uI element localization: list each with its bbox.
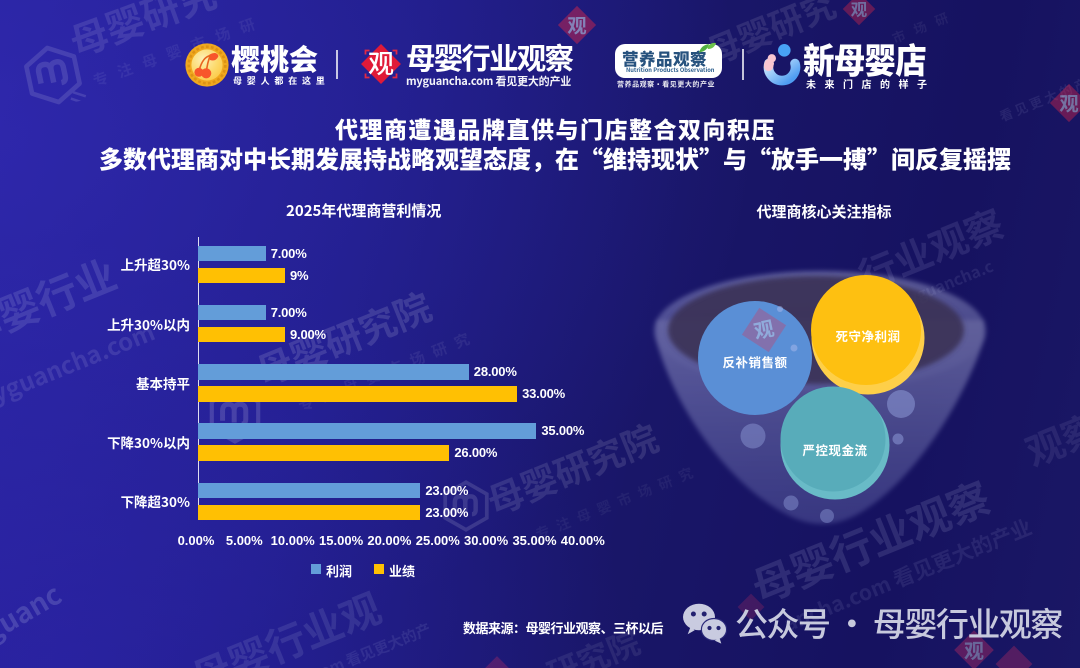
svg-text:观: 观 bbox=[567, 11, 586, 39]
svg-text:观: 观 bbox=[1059, 89, 1078, 117]
svg-text:观: 观 bbox=[367, 44, 393, 81]
svg-text:观: 观 bbox=[851, 0, 867, 21]
svg-text:观: 观 bbox=[964, 635, 984, 664]
